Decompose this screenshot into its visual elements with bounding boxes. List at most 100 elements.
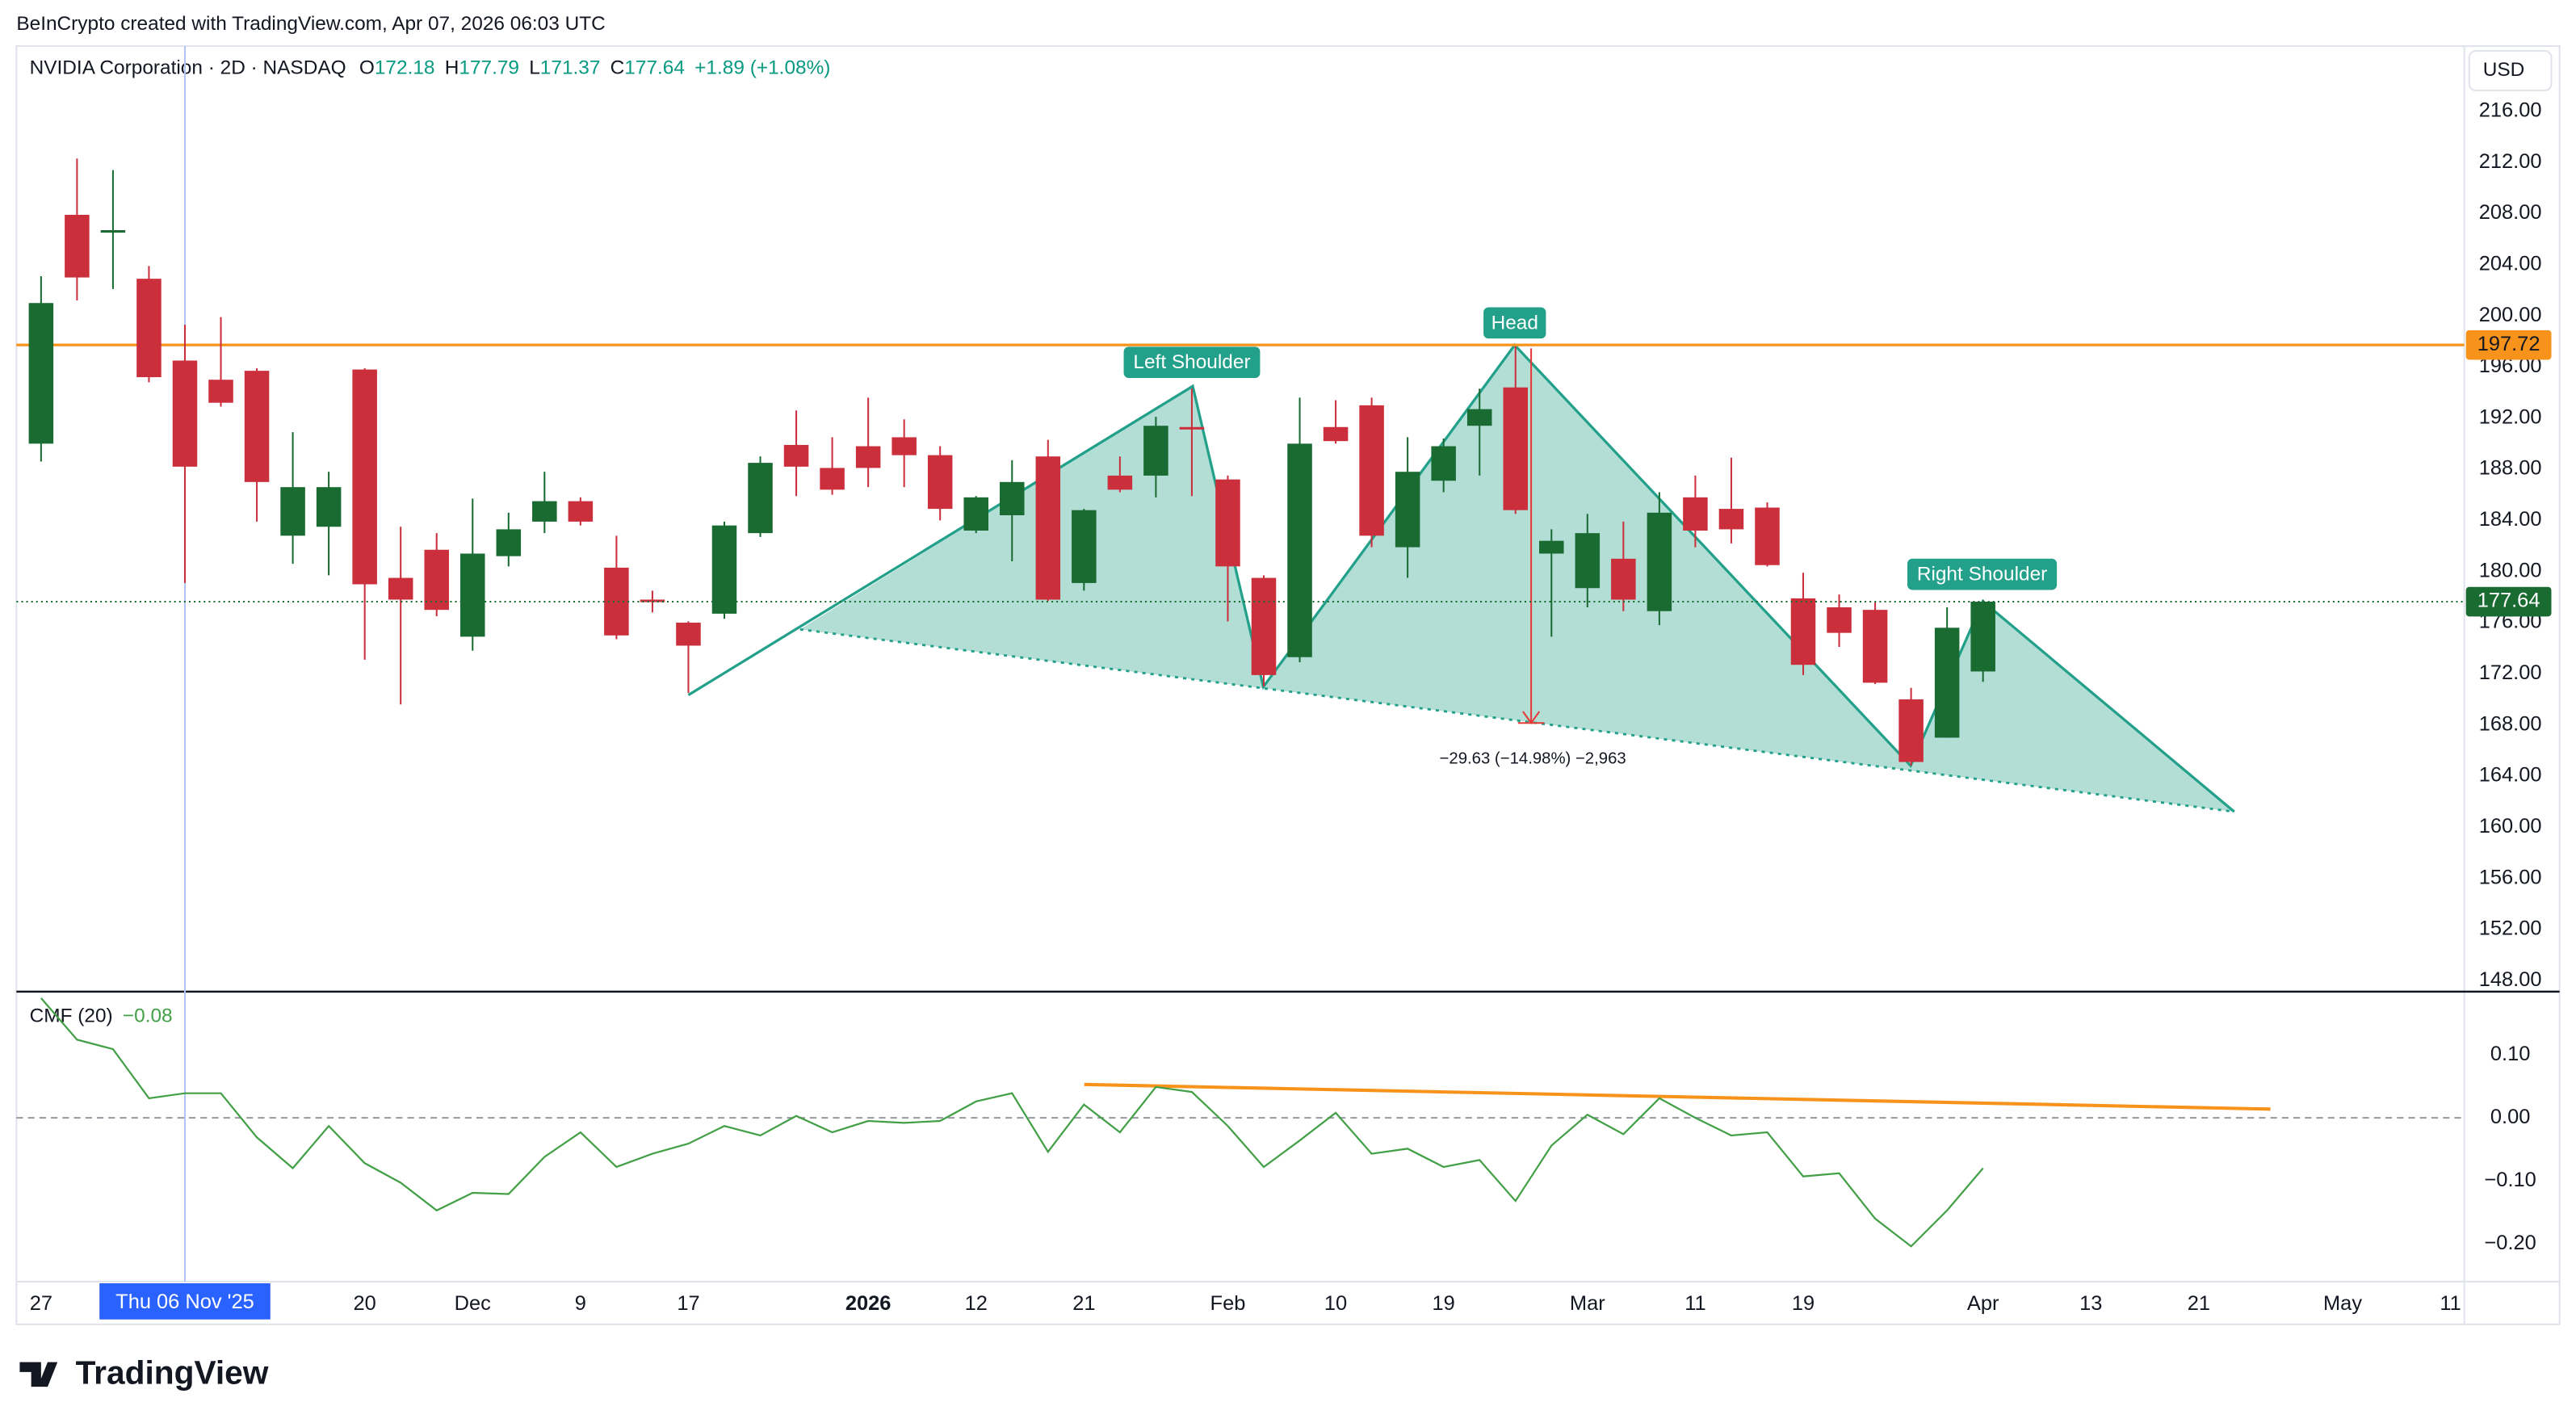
last-price-label: 177.64 — [2477, 590, 2540, 612]
candle-body — [1539, 540, 1564, 554]
candle-body — [1970, 602, 1995, 672]
candle-body — [28, 303, 54, 444]
candle-body — [1107, 475, 1133, 490]
candle-body — [496, 529, 522, 556]
candle-body — [1575, 533, 1601, 589]
level-label: 197.72 — [2477, 333, 2540, 355]
candle-body — [1827, 607, 1852, 633]
indicator-name: CMF (20) — [30, 1005, 113, 1027]
candle-body — [963, 497, 988, 531]
candle-body — [1143, 426, 1168, 476]
y-tick-label: 148.00 — [2479, 968, 2542, 991]
candle-body — [820, 468, 845, 490]
pattern-label: Head — [1491, 312, 1538, 334]
candle-body — [711, 525, 737, 614]
candle-body — [280, 487, 305, 536]
x-tick-label: Dec — [455, 1292, 491, 1315]
symbol-line: NVIDIA Corporation · 2D · NASDAQ O172.18 H… — [30, 57, 831, 79]
brand: TradingView — [76, 1354, 269, 1392]
x-tick-label: 27 — [30, 1292, 52, 1315]
y-tick-label: 180.00 — [2479, 559, 2542, 581]
x-tick-label: May — [2323, 1292, 2362, 1315]
measure-arrow — [1522, 711, 1541, 724]
candle-body — [1323, 426, 1349, 442]
cmf-trendline — [1084, 1082, 2271, 1111]
candle-body — [1755, 507, 1780, 565]
candle-body — [532, 501, 557, 522]
x-tick-label: 2026 — [845, 1292, 892, 1315]
candle-body — [1718, 509, 1744, 530]
candle-body — [1862, 610, 1888, 683]
candle-body — [100, 229, 126, 233]
y-tick-label: 192.00 — [2479, 405, 2542, 428]
y-tick-label: 204.00 — [2479, 252, 2542, 275]
candle-body — [1934, 628, 1960, 738]
ohlc-key: C — [610, 57, 625, 79]
chart-frame — [15, 45, 2561, 1325]
x-tick-label: 13 — [2079, 1292, 2102, 1315]
pattern-label: Right Shoulder — [1917, 564, 2047, 586]
change: +1.89 (+1.08%) — [694, 57, 830, 79]
candle-body — [1431, 446, 1456, 481]
indicator-value: −0.08 — [123, 1005, 173, 1027]
ohlc-key: L — [529, 57, 540, 79]
candle-body — [1215, 479, 1240, 567]
candle-body — [1647, 512, 1672, 611]
x-tick-label: Apr — [1967, 1292, 1999, 1315]
candle-body — [1287, 443, 1312, 657]
pattern-label: Left Shoulder — [1133, 351, 1250, 373]
candle-body — [352, 369, 377, 585]
x-tick-label: 20 — [354, 1292, 376, 1315]
y-tick-label: −0.20 — [2484, 1232, 2536, 1254]
candle-body — [1898, 699, 1924, 762]
y-tick-label: 152.00 — [2479, 917, 2542, 940]
candle-body — [1359, 405, 1384, 536]
label-box — [1123, 346, 1261, 379]
ohlc-value: 172.18 — [375, 57, 435, 79]
credit: BeInCrypto created with TradingView.com,… — [16, 13, 605, 35]
candle-body — [1611, 558, 1636, 600]
crosshair-date: Thu 06 Nov '25 — [115, 1291, 254, 1313]
candle-body — [65, 215, 90, 278]
x-tick-label: 10 — [1324, 1292, 1347, 1315]
candle-body — [1179, 426, 1205, 430]
y-tick-label: 208.00 — [2479, 201, 2542, 224]
last-price-badge — [2465, 586, 2552, 617]
level-badge — [2465, 330, 2552, 360]
x-tick-label: 11 — [1684, 1292, 1705, 1315]
y-tick-label: 156.00 — [2479, 866, 2542, 888]
candle-body — [855, 446, 881, 468]
y-tick-label: 184.00 — [2479, 508, 2542, 531]
candle-body — [1251, 577, 1277, 675]
candle-body — [424, 549, 449, 611]
x-tick-label: Feb — [1210, 1292, 1246, 1315]
candle-body — [172, 360, 198, 467]
candle-body — [1503, 387, 1528, 510]
y-tick-label: 212.00 — [2479, 150, 2542, 173]
candle-body — [1035, 456, 1061, 600]
ohlc-value: 177.64 — [624, 57, 685, 79]
ohlc-key: O — [359, 57, 375, 79]
candle-body — [748, 463, 773, 534]
currency: USD — [2483, 59, 2525, 81]
candle-body — [388, 577, 413, 600]
x-tick-label: 21 — [1072, 1292, 1095, 1315]
candle-body — [1072, 510, 1097, 583]
candle-body — [1683, 497, 1708, 531]
logo-mark — [19, 1362, 58, 1387]
label-box — [1483, 307, 1546, 339]
x-tick-label: Mar — [1570, 1292, 1605, 1315]
x-tick-label: 19 — [1792, 1292, 1815, 1315]
candle-body — [892, 437, 917, 455]
candle-body — [208, 380, 233, 403]
candle-body — [459, 553, 485, 637]
x-tick-label: 9 — [575, 1292, 586, 1315]
y-tick-label: −0.10 — [2484, 1169, 2536, 1191]
indicator-legend: CMF (20) −0.08 — [30, 1005, 173, 1027]
y-tick-label: 168.00 — [2479, 712, 2542, 735]
candle-body — [783, 444, 809, 467]
candle-body — [927, 455, 953, 510]
measure-label: −29.63 (−14.98%) −2,963 — [1440, 749, 1626, 767]
